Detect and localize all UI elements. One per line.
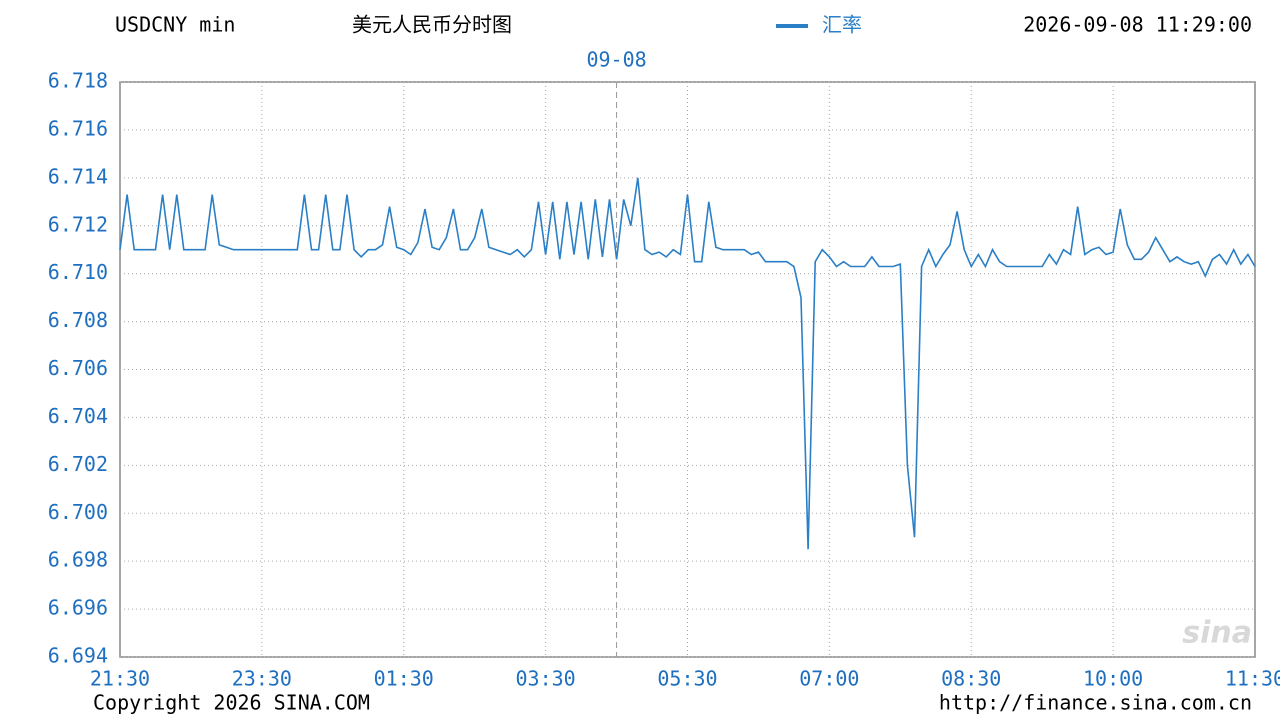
x-tick-label: 07:00 (799, 667, 859, 691)
y-tick-label: 6.714 (48, 164, 108, 188)
date-marker: 09-08 (586, 48, 646, 72)
y-tick-label: 6.704 (48, 404, 108, 428)
footer-right: http://finance.sina.com.cn (939, 691, 1252, 715)
chart-title: USDCNY min (115, 13, 235, 37)
legend-label: 汇率 (822, 13, 862, 37)
footer-left: Copyright 2026 SINA.COM (93, 691, 370, 715)
series-line (119, 177, 1256, 550)
y-tick-label: 6.702 (48, 452, 108, 476)
plot-frame (119, 81, 1256, 658)
timestamp: 2026-09-08 11:29:00 (1023, 13, 1252, 37)
y-tick-label: 6.694 (48, 644, 108, 668)
y-tick-label: 6.700 (48, 500, 108, 524)
y-tick-label: 6.716 (48, 116, 108, 140)
x-tick-label: 21:30 (90, 667, 150, 691)
y-tick-label: 6.712 (48, 212, 108, 236)
x-tick-label: 03:30 (516, 667, 576, 691)
y-tick-label: 6.696 (48, 596, 108, 620)
x-tick-label: 11:30 (1225, 667, 1280, 691)
chart-subtitle: 美元人民币分时图 (352, 13, 512, 37)
y-tick-label: 6.706 (48, 356, 108, 380)
x-tick-label: 01:30 (374, 667, 434, 691)
y-tick-label: 6.710 (48, 260, 108, 284)
x-tick-label: 05:30 (657, 667, 717, 691)
watermark: sina (1182, 616, 1252, 651)
x-tick-label: 10:00 (1083, 667, 1143, 691)
y-tick-label: 6.698 (48, 548, 108, 572)
y-tick-label: 6.718 (48, 69, 108, 93)
x-tick-label: 23:30 (232, 667, 292, 691)
x-tick-label: 08:30 (941, 667, 1001, 691)
y-tick-label: 6.708 (48, 308, 108, 332)
